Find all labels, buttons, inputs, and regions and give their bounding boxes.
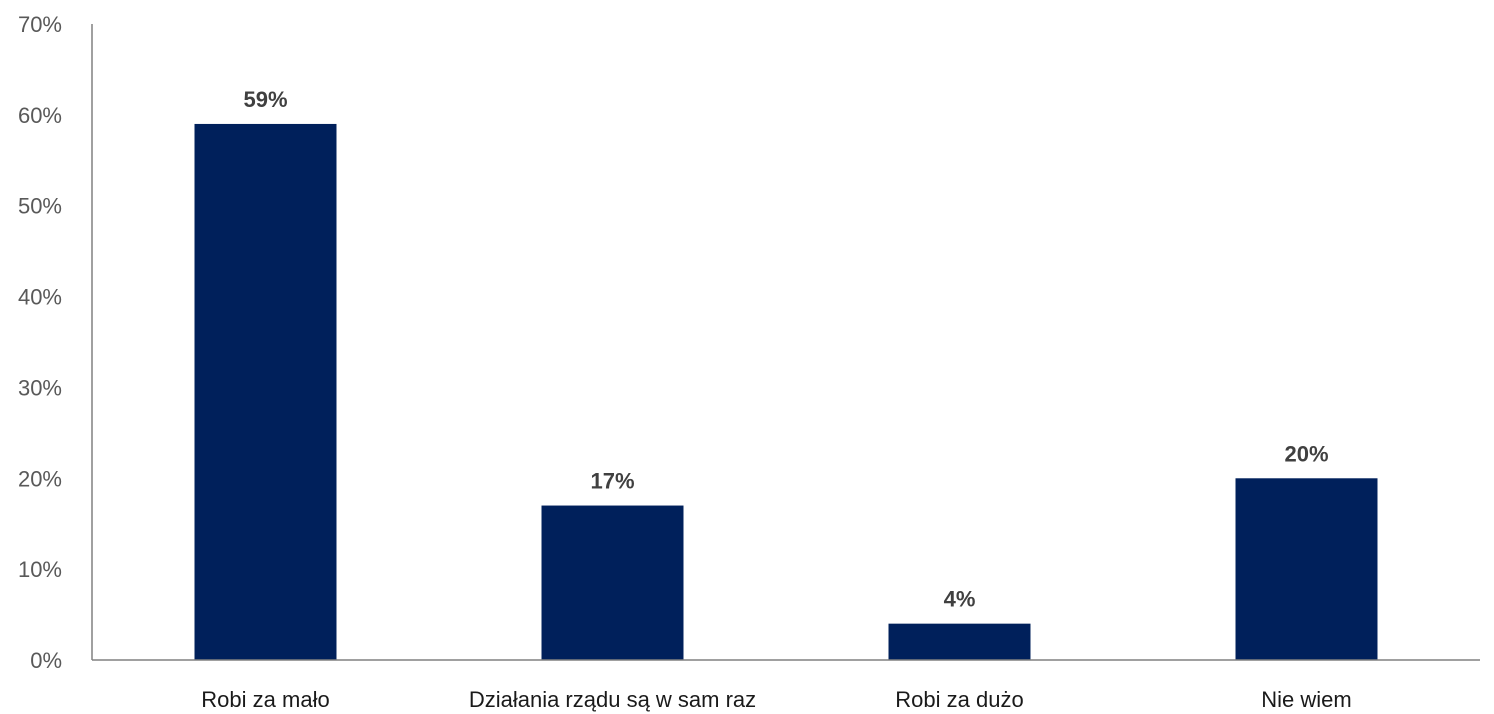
y-tick-label: 0% xyxy=(30,648,62,673)
y-tick-label: 50% xyxy=(18,194,62,219)
category-labels: Robi za mało Działania rządu są w sam raz… xyxy=(201,687,1351,712)
data-label: 17% xyxy=(590,469,634,494)
x-category-label: Działania rządu są w sam raz xyxy=(469,687,756,712)
y-tick-label: 40% xyxy=(18,285,62,310)
x-category-label: Robi za mało xyxy=(201,687,329,712)
x-category-label: Nie wiem xyxy=(1261,687,1351,712)
data-label: 4% xyxy=(944,587,976,612)
y-tick-label: 20% xyxy=(18,466,62,491)
bar xyxy=(541,505,684,660)
y-tick-label: 70% xyxy=(18,12,62,37)
bars xyxy=(194,123,1378,660)
data-labels: 59% 17% 4% 20% xyxy=(243,87,1328,612)
y-tick-label: 60% xyxy=(18,103,62,128)
y-tick-label: 30% xyxy=(18,375,62,400)
bar xyxy=(888,623,1031,660)
data-label: 59% xyxy=(243,87,287,112)
data-label: 20% xyxy=(1284,441,1328,466)
y-tick-label: 10% xyxy=(18,557,62,582)
x-category-label: Robi za dużo xyxy=(895,687,1023,712)
bar xyxy=(1235,478,1378,660)
y-axis-ticks: 0% 10% 20% 30% 40% 50% 60% 70% xyxy=(18,12,62,673)
bar xyxy=(194,123,337,660)
